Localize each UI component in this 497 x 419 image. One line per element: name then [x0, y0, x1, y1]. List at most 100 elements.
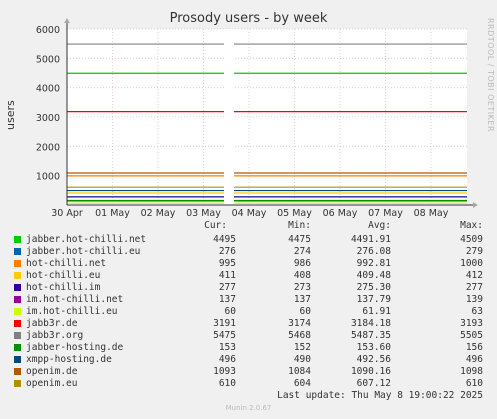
legend-cur-value: 276 [218, 246, 236, 257]
legend-cur-value: 3191 [213, 318, 236, 329]
legend-avg-value: 4491.91 [350, 234, 391, 245]
legend-max-value: 3193 [460, 318, 483, 329]
legend-max-value: 139 [465, 294, 483, 305]
legend-row: jabb3r.org 5475 5468 5487.35 5505 [0, 330, 497, 342]
legend-cur-value: 496 [218, 354, 236, 365]
legend-series-name: hot-chilli.net [26, 258, 107, 269]
legend-avg-value: 5487.35 [350, 330, 391, 341]
legend-cur-value: 995 [218, 258, 236, 269]
x-tick-label: 03 May [186, 208, 221, 219]
legend-min-value: 1084 [288, 366, 311, 377]
legend-row: im.hot-chilli.net 137 137 137.79 139 [0, 294, 497, 306]
legend-cur-value: 5475 [213, 330, 236, 341]
legend-series-name: openim.eu [26, 378, 78, 389]
legend-max-value: 156 [465, 342, 483, 353]
x-axis-arrow [473, 202, 478, 208]
legend-cur-value: 277 [218, 282, 236, 293]
chart-plot: 1000 2000 3000 4000 5000 6000 30 Apr 01 May 02 M… [36, 18, 478, 219]
legend-min-value: 152 [293, 342, 311, 353]
legend-row: jabber.hot-chilli.eu 276 274 276.08 279 [0, 246, 497, 258]
legend-series-name: jabb3r.org [26, 330, 84, 341]
legend-swatch [14, 380, 21, 387]
legend-min-value: 274 [293, 246, 311, 257]
y-tick-label: 3000 [36, 113, 60, 124]
legend-min-value: 986 [293, 258, 311, 269]
legend-swatch [14, 320, 21, 327]
y-axis-arrow [64, 18, 70, 23]
legend-max-value: 63 [471, 306, 483, 317]
legend-cur-value: 153 [218, 342, 236, 353]
y-tick-label: 4000 [36, 84, 60, 95]
legend-avg-value: 992.81 [356, 258, 391, 269]
rrdtool-credit: RRDTOOL / TOBI OETIKER [486, 18, 495, 133]
legend-series-name: jabb3r.de [26, 318, 78, 329]
legend-min-value: 3174 [288, 318, 311, 329]
legend-row: jabber-hosting.de 153 152 153.60 156 [0, 342, 497, 354]
legend-swatch [14, 284, 21, 291]
x-tick-label: 07 May [368, 208, 403, 219]
legend-row: jabb3r.de 3191 3174 3184.18 3193 [0, 318, 497, 330]
legend-series-name: openim.de [26, 366, 78, 377]
x-tick-label: 02 May [141, 208, 176, 219]
legend-cur-value: 610 [218, 378, 236, 389]
legend-swatch [14, 236, 21, 243]
chart-title: Prosody users - by week [169, 11, 328, 26]
legend-avg-value: 61.91 [362, 306, 391, 317]
x-tick-label: 08 May [414, 208, 449, 219]
legend-min-value: 273 [293, 282, 311, 293]
legend-series-name: hot-chilli.im [26, 282, 101, 293]
legend-max-value: 277 [465, 282, 483, 293]
legend-header-max: Max: [460, 220, 483, 231]
legend-swatch [14, 260, 21, 267]
legend-avg-value: 153.60 [356, 342, 391, 353]
legend-min-value: 604 [293, 378, 311, 389]
legend-min-value: 137 [293, 294, 311, 305]
legend-cur-value: 137 [218, 294, 236, 305]
legend-max-value: 279 [465, 246, 483, 257]
munin-version: Munin 2.0.67 [225, 404, 272, 412]
legend-row: openim.de 1093 1084 1090.16 1098 [0, 366, 497, 378]
legend-series-name: hot-chilli.eu [26, 270, 101, 281]
legend-max-value: 5505 [460, 330, 483, 341]
legend-swatch [14, 332, 21, 339]
legend-row: im.hot-chilli.eu 60 60 61.91 63 [0, 306, 497, 318]
legend-min-value: 408 [293, 270, 311, 281]
x-tick-label: 30 Apr [51, 208, 83, 219]
legend-max-value: 412 [465, 270, 483, 281]
legend-series-name: jabber.hot-chilli.net [26, 234, 147, 245]
legend-series-name: jabber-hosting.de [26, 342, 124, 353]
legend-series-name: jabber.hot-chilli.eu [26, 246, 141, 257]
legend-max-value: 496 [465, 354, 483, 365]
legend-swatch [14, 308, 21, 315]
legend-min-value: 4475 [288, 234, 311, 245]
last-update: Last update: Thu May 8 19:00:22 2025 [277, 390, 483, 401]
legend-swatch [14, 344, 21, 351]
legend-avg-value: 409.48 [356, 270, 391, 281]
x-tick-label: 05 May [277, 208, 312, 219]
legend-max-value: 610 [465, 378, 483, 389]
legend-row: hot-chilli.eu 411 408 409.48 412 [0, 270, 497, 282]
legend-swatch [14, 248, 21, 255]
legend-row: hot-chilli.net 995 986 992.81 1000 [0, 258, 497, 270]
legend-header-avg: Avg: [368, 220, 391, 231]
legend-swatch [14, 296, 21, 303]
legend-swatch [14, 356, 21, 363]
legend-max-value: 1000 [460, 258, 483, 269]
y-tick-label: 1000 [36, 172, 60, 183]
legend-swatch [14, 368, 21, 375]
data-gap [224, 29, 234, 205]
y-tick-label: 6000 [36, 25, 60, 36]
legend-series-name: im.hot-chilli.eu [26, 306, 118, 317]
legend-row: xmpp-hosting.de 496 490 492.56 496 [0, 354, 497, 366]
legend-avg-value: 276.08 [356, 246, 391, 257]
legend-row: openim.eu 610 604 607.12 610 [0, 378, 497, 390]
legend-min-value: 60 [299, 306, 311, 317]
legend-min-value: 490 [293, 354, 311, 365]
x-tick-label: 06 May [323, 208, 358, 219]
legend-max-value: 1098 [460, 366, 483, 377]
legend-swatch [14, 272, 21, 279]
legend-avg-value: 607.12 [356, 378, 391, 389]
legend-avg-value: 492.56 [356, 354, 391, 365]
legend-series-name: im.hot-chilli.net [26, 294, 124, 305]
legend-avg-value: 3184.18 [350, 318, 391, 329]
